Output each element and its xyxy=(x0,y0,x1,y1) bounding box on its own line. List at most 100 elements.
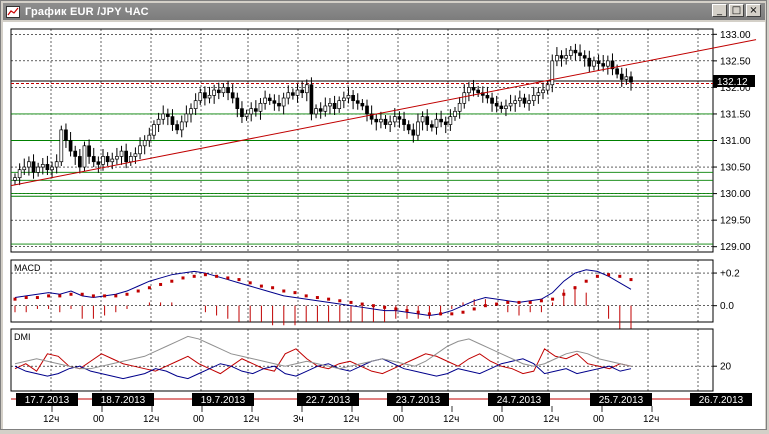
price-y-tick-label: 131.50 xyxy=(720,109,751,120)
candle-body xyxy=(221,87,226,94)
candle-body xyxy=(138,145,142,155)
date-label: 26.7.2013 xyxy=(699,395,744,406)
title-bar[interactable]: График EUR /JPY ЧАС _ □ × xyxy=(3,3,765,20)
hour-label: 12ч xyxy=(43,414,59,425)
macd-signal-dot xyxy=(282,289,286,293)
macd-signal-dot xyxy=(461,310,465,314)
candle-body xyxy=(573,49,578,54)
candle-body xyxy=(346,95,351,99)
candle-body xyxy=(425,116,430,125)
macd-signal-dot xyxy=(495,302,499,306)
candle-body xyxy=(453,110,457,117)
candle-body xyxy=(443,121,448,125)
close-button[interactable]: × xyxy=(746,4,761,17)
macd-signal-dot xyxy=(237,278,241,282)
maximize-button[interactable]: □ xyxy=(729,4,744,17)
dmi-adx-line xyxy=(14,335,632,370)
candle-body xyxy=(152,124,156,136)
candle-body xyxy=(416,121,420,136)
candle-body xyxy=(240,108,244,117)
date-label: 24.7.2013 xyxy=(497,395,542,406)
candle-body xyxy=(175,124,179,131)
macd-signal-dot xyxy=(69,292,73,296)
candle-body xyxy=(73,150,78,157)
candle-body xyxy=(212,89,217,96)
candle-body xyxy=(457,102,462,112)
price-y-tick-label: 133.00 xyxy=(720,30,751,41)
candle-body xyxy=(253,108,258,112)
macd-signal-dot xyxy=(147,286,151,290)
candle-body xyxy=(77,156,82,168)
candle-body xyxy=(318,108,323,112)
candle-body xyxy=(59,129,64,163)
candle-body xyxy=(40,164,45,168)
minimize-button[interactable]: _ xyxy=(712,4,727,17)
candle-body xyxy=(203,92,207,99)
candle-body xyxy=(476,89,481,94)
date-label: 23.7.2013 xyxy=(396,395,441,406)
candle-body xyxy=(605,60,610,67)
candle-body xyxy=(499,105,504,109)
candle-body xyxy=(17,169,22,179)
chart-area: 133.00 132.50 132.00 131.50 131.00 130.50 130.… xyxy=(3,22,765,429)
macd-signal-dot xyxy=(327,297,331,301)
macd-signal-dot xyxy=(91,294,95,298)
candle-body xyxy=(156,118,161,125)
macd-signal-dot xyxy=(24,296,28,300)
candle-body xyxy=(555,55,559,62)
dmi-title: DMI xyxy=(14,332,31,342)
candle-body xyxy=(624,76,629,80)
candle-body xyxy=(82,145,87,168)
macd-signal-dot xyxy=(629,278,633,282)
candle-body xyxy=(559,55,564,59)
candle-body xyxy=(291,92,295,96)
macd-signal-dot xyxy=(315,296,319,300)
candle-body xyxy=(189,108,193,115)
candle-body xyxy=(485,95,490,99)
candle-body xyxy=(610,60,615,70)
date-label-box xyxy=(488,393,550,406)
candle-body xyxy=(170,116,175,125)
macd-signal-dot xyxy=(551,297,555,301)
candle-body xyxy=(601,63,606,67)
candle-body xyxy=(45,164,50,171)
dmi-plus-line xyxy=(14,348,632,375)
hour-label: 3ч xyxy=(293,414,304,425)
hour-label: 12ч xyxy=(643,414,659,425)
price-y-tick-label: 132.50 xyxy=(720,56,751,67)
candle-body xyxy=(142,140,147,147)
candle-body xyxy=(448,116,453,125)
trendline[interactable] xyxy=(10,39,757,187)
dmi-y-tick-label: 20 xyxy=(720,362,732,373)
date-label-box xyxy=(690,393,752,406)
current-price-label: 132.12 xyxy=(717,77,748,88)
macd-signal-dot xyxy=(58,294,62,298)
candle-body xyxy=(596,60,601,64)
candle-body xyxy=(619,73,624,80)
hour-label: 00 xyxy=(593,414,605,425)
date-label-box xyxy=(92,393,154,406)
candle-body xyxy=(550,60,555,86)
candle-body xyxy=(216,89,221,94)
candle-body xyxy=(420,116,425,123)
date-label-box xyxy=(297,393,359,406)
candle-body xyxy=(54,161,59,168)
macd-signal-dot xyxy=(416,310,420,314)
candle-body xyxy=(207,95,212,99)
chart-svg: 133.00 132.50 132.00 131.50 131.00 130.50 130.… xyxy=(10,28,757,425)
macd-signal-dot xyxy=(371,304,375,308)
candle-body xyxy=(235,97,240,109)
macd-signal-dot xyxy=(450,312,454,316)
candle-body xyxy=(328,102,332,107)
hour-label: 12ч xyxy=(443,414,459,425)
candle-body xyxy=(434,118,439,128)
candle-body xyxy=(504,105,508,109)
candle-body xyxy=(13,177,17,181)
macd-signal-dot xyxy=(114,294,118,298)
candle-body xyxy=(22,166,27,171)
macd-signal-dot xyxy=(248,281,252,285)
candle-body xyxy=(87,145,91,157)
candle-body xyxy=(226,87,230,94)
candle-body xyxy=(133,153,138,157)
candle-body xyxy=(332,102,337,109)
